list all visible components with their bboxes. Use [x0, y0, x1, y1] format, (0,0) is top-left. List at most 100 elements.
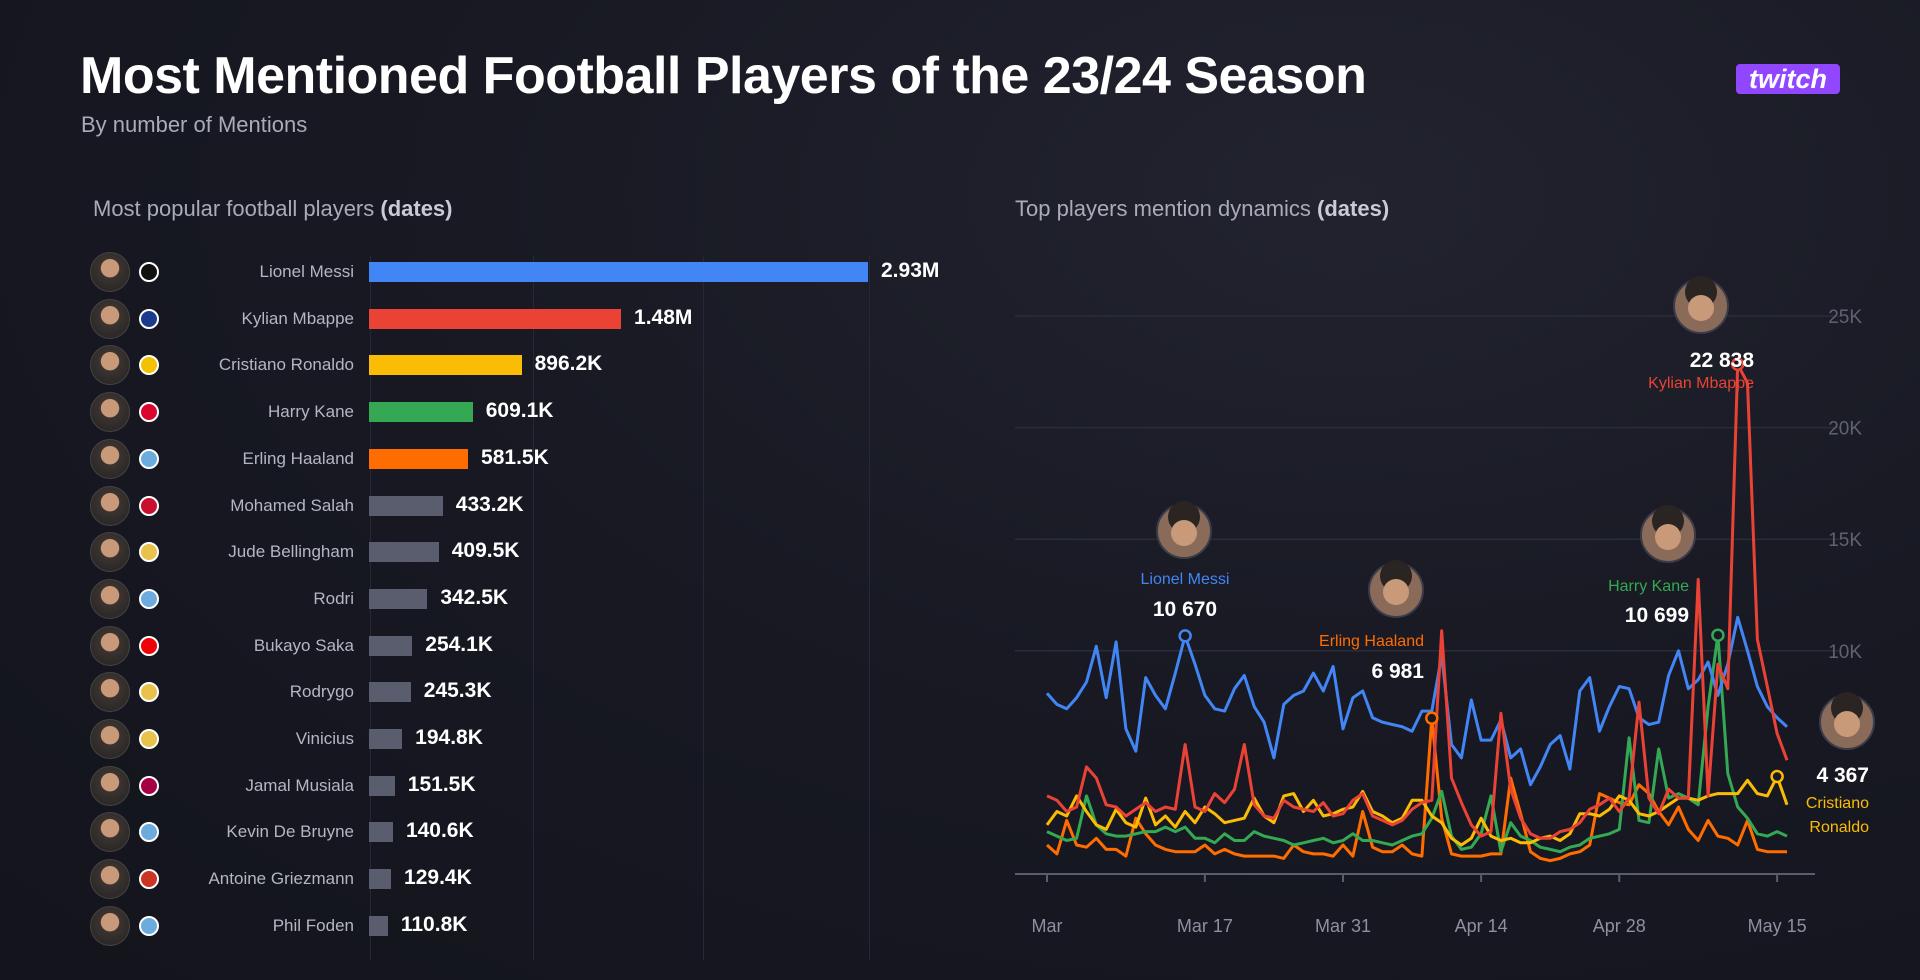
player-avatar — [90, 578, 130, 619]
series-name-label: Erling Haaland — [1319, 633, 1424, 650]
heading-bold: (dates) — [1317, 196, 1390, 221]
player-name: Antoine Griezmann — [208, 869, 354, 889]
player-name: Mohamed Salah — [230, 495, 354, 515]
player-name: Kylian Mbappe — [241, 308, 354, 328]
x-tick-label: May 15 — [1748, 916, 1807, 936]
player-name: Phil Foden — [272, 915, 354, 935]
bar-value-label: 245.3K — [423, 679, 492, 703]
bar-row: Cristiano Ronaldo 896.2K — [0, 345, 960, 386]
bar-gridline — [533, 255, 534, 960]
player-avatar — [90, 672, 130, 713]
club-logo-icon — [139, 495, 159, 516]
page-subtitle: By number of Mentions — [81, 112, 308, 137]
series-name-label: Kylian Mbappe — [1648, 375, 1754, 392]
heading-text: Top players mention dynamics — [1015, 196, 1318, 221]
x-tick-label: Mar 17 — [1177, 916, 1233, 936]
bar-row: Vinicius 194.8K — [0, 719, 960, 759]
series-name-label: Lionel Messi — [1141, 571, 1230, 588]
bar-value-label: 581.5K — [481, 445, 549, 469]
player-name: Vinicius — [295, 729, 354, 748]
player-name: Jamal Musiala — [245, 775, 354, 795]
page-title: Most Mentioned Football Players of the 2… — [80, 47, 1367, 105]
bar-row: Lionel Messi 2.93M — [0, 252, 960, 292]
player-name: Harry Kane — [268, 402, 354, 422]
bar — [369, 822, 393, 843]
player-avatar — [90, 485, 130, 526]
svg-text:twitch: twitch — [1749, 64, 1827, 94]
bar-value-label: 409.5K — [451, 539, 520, 563]
bar-row: Rodrygo 245.3K — [0, 672, 960, 713]
bar-row: Erling Haaland 581.5K — [0, 438, 960, 479]
series-name-label: Ronaldo — [1809, 819, 1869, 836]
club-logo-icon — [139, 262, 159, 282]
twitch-logo: twitch — [1736, 64, 1840, 94]
club-logo-icon — [139, 448, 159, 469]
bar-value-label: 110.8K — [400, 912, 468, 936]
player-avatar — [90, 625, 130, 666]
club-logo-icon — [139, 729, 159, 749]
club-logo-icon — [139, 682, 159, 703]
bar-row: Bukayo Saka 254.1K — [0, 625, 960, 666]
player-name: Cristiano Ronaldo — [218, 355, 354, 375]
player-avatar — [90, 859, 130, 900]
club-logo-icon — [139, 822, 159, 843]
player-avatar — [90, 532, 130, 573]
bar — [369, 495, 443, 516]
bar-value-label: 896.2K — [534, 352, 603, 376]
bar — [369, 635, 413, 656]
bar-row: Jude Bellingham 409.5K — [0, 532, 960, 573]
peak-marker — [1425, 711, 1439, 725]
player-avatar — [90, 392, 130, 433]
peak-value-label: 10 699 — [1625, 604, 1689, 627]
club-logo-icon — [139, 588, 159, 609]
peak-marker — [1730, 357, 1745, 372]
player-name: Jude Bellingham — [228, 542, 354, 562]
peak-marker — [1178, 629, 1192, 643]
player-avatar — [90, 719, 130, 759]
player-avatar-face — [1688, 295, 1714, 321]
bar-value-label: 151.5K — [407, 772, 476, 796]
player-avatar — [90, 252, 130, 292]
club-logo-icon — [139, 635, 159, 656]
player-name: Rodrygo — [289, 682, 354, 702]
bar — [369, 542, 439, 563]
club-logo-icon — [139, 915, 159, 936]
series-name-label: Harry Kane — [1608, 578, 1689, 595]
bar-chart-heading: Most popular football players (dates) — [93, 196, 453, 222]
bar — [369, 588, 428, 609]
bar-gridline — [703, 255, 704, 960]
y-tick-label: 15K — [1828, 530, 1862, 551]
player-name: Erling Haaland — [242, 448, 354, 468]
club-logo-icon — [139, 355, 159, 376]
club-logo-icon — [139, 402, 159, 423]
player-avatar — [90, 438, 130, 479]
peak-value-label: 6 981 — [1371, 660, 1424, 683]
player-name: Bukayo Saka — [253, 635, 354, 655]
player-avatar-face — [1834, 711, 1860, 737]
x-tick-label: Mar — [1032, 916, 1063, 936]
player-avatar-face — [1383, 579, 1409, 605]
series-line-kylian-mbappe — [1046, 362, 1789, 840]
club-logo-icon — [139, 775, 159, 796]
series-name-label: Cristiano — [1806, 795, 1869, 812]
player-avatar — [90, 812, 130, 853]
x-tick-label: Apr 14 — [1455, 916, 1508, 936]
y-tick-label: 25K — [1828, 307, 1862, 328]
club-logo-icon — [139, 869, 159, 890]
bar — [369, 869, 392, 890]
bar — [369, 448, 469, 469]
bar-row: Kevin De Bruyne 140.6K — [0, 812, 960, 853]
heading-text: Most popular football players — [93, 196, 381, 221]
player-name: Lionel Messi — [259, 262, 355, 281]
player-avatar — [90, 298, 130, 339]
bar-value-label: 342.5K — [440, 585, 509, 609]
bar — [369, 402, 473, 423]
heading-bold: (dates) — [380, 196, 453, 221]
peak-value-label: 4 367 — [1816, 764, 1869, 787]
bar-value-label: 433.2K — [455, 492, 524, 516]
bar-gridline — [869, 255, 870, 960]
bar-value-label: 254.1K — [425, 632, 493, 656]
club-logo-icon — [139, 542, 159, 563]
player-name: Rodri — [313, 588, 354, 608]
